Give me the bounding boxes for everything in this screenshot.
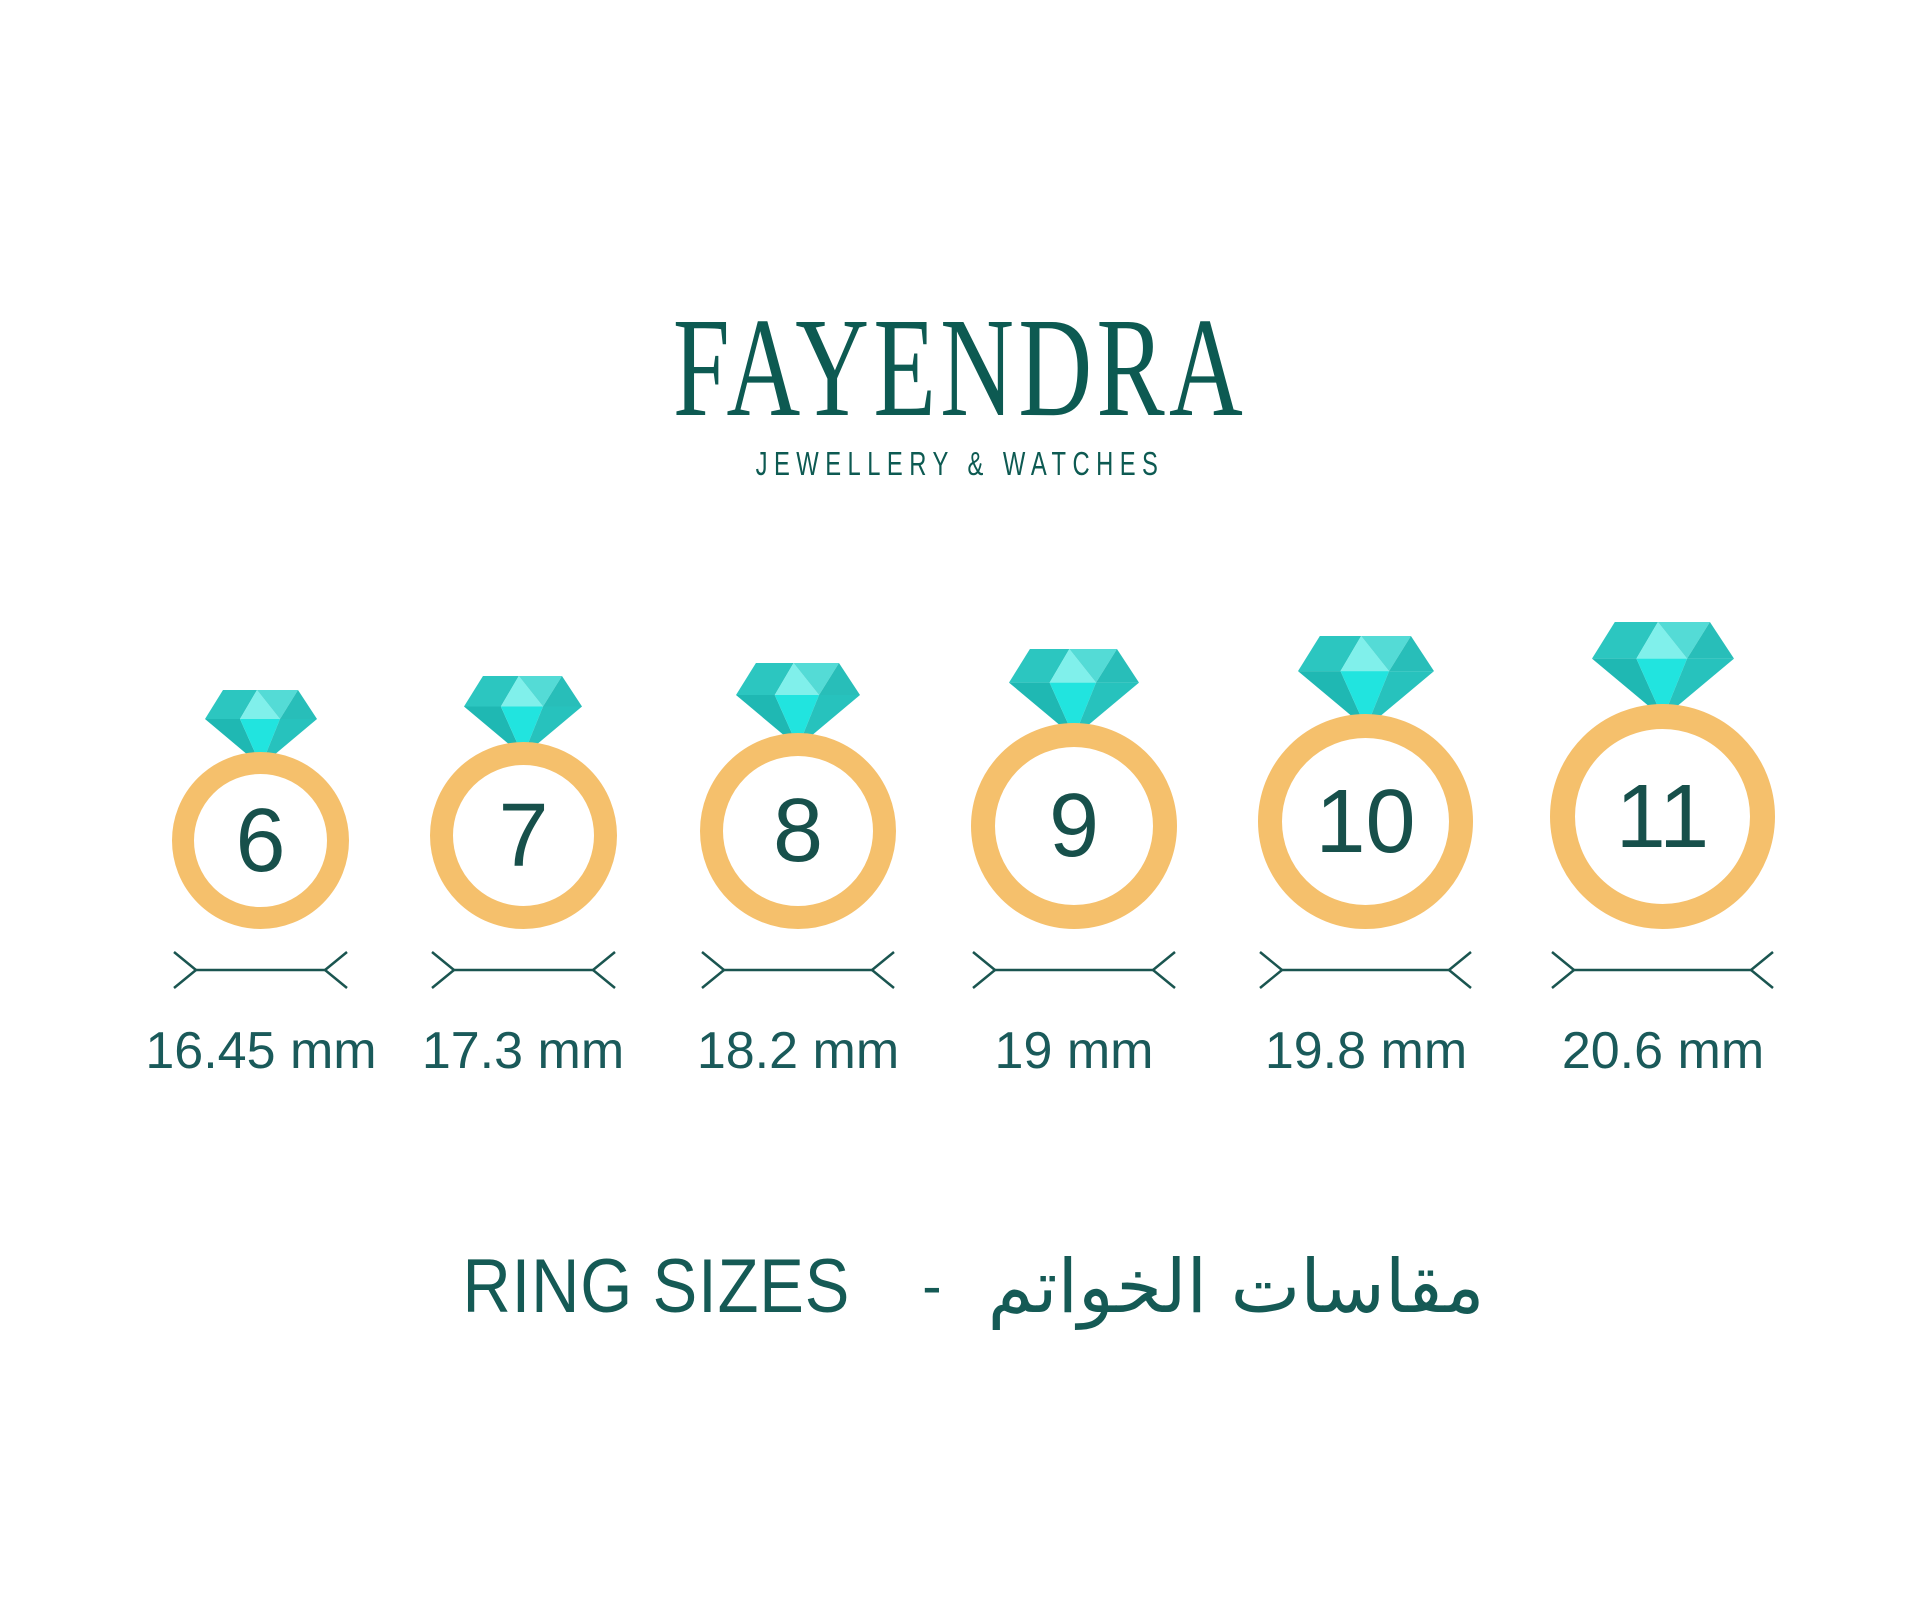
diameter-arrow-icon [1259, 951, 1472, 989]
diamond-icon [1592, 622, 1734, 718]
diameter-arrow-icon [972, 951, 1176, 989]
brand-logo: FAYENDRA [672, 288, 1248, 446]
ring-band: 6 [172, 752, 349, 929]
diameter-arrow-icon [701, 951, 895, 989]
title-arabic: مقاسات الخواتم [987, 1244, 1485, 1330]
diameter-label: 18.2 mm [696, 1022, 900, 1080]
ring-band: 10 [1258, 714, 1473, 929]
ring-band: 8 [700, 733, 896, 929]
ring-size-number: 11 [1615, 766, 1710, 867]
diameter-label: 16.45 mm [145, 1022, 377, 1080]
title-english: RING SIZES [461, 1244, 850, 1329]
brand-tagline: JEWELLERY & WATCHES [755, 445, 1165, 482]
diameter-arrow-icon [173, 951, 348, 989]
ring-size-number: 9 [1048, 776, 1100, 876]
ring-size-number: 6 [235, 790, 286, 891]
ring-size-number: 10 [1315, 771, 1416, 872]
ring-band: 7 [430, 742, 617, 929]
ring-band: 9 [971, 723, 1177, 929]
diameter-label: 20.6 mm [1561, 1022, 1765, 1080]
ring-size-number: 7 [498, 785, 549, 886]
diameter-label: 17.3 mm [421, 1022, 625, 1080]
ring-band: 11 [1550, 704, 1775, 929]
diameter-arrow-icon [431, 951, 616, 989]
diamond-icon [1009, 649, 1139, 737]
title-separator: - [922, 1254, 942, 1319]
ring-size-number: 8 [772, 781, 824, 881]
diameter-label: 19.8 mm [1264, 1022, 1468, 1080]
diamond-icon [1298, 636, 1434, 728]
diameter-arrow-icon [1551, 951, 1774, 989]
page-title: RING SIZES - مقاسات الخواتم [0, 1232, 1920, 1342]
diameter-label: 19 mm [994, 1022, 1154, 1080]
